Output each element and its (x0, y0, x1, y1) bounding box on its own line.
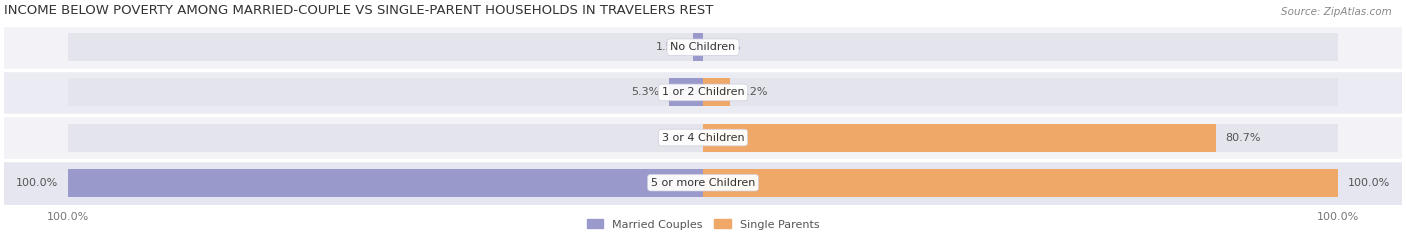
Bar (4, 160, 1402, 205)
Text: 5 or more Children: 5 or more Children (651, 178, 755, 188)
Text: 3 or 4 Children: 3 or 4 Children (662, 133, 744, 143)
Bar (67, 123, 1339, 151)
Bar (693, 33, 703, 61)
Text: INCOME BELOW POVERTY AMONG MARRIED-COUPLE VS SINGLE-PARENT HOUSEHOLDS IN TRAVELE: INCOME BELOW POVERTY AMONG MARRIED-COUPL… (4, 4, 714, 17)
Text: 80.7%: 80.7% (1225, 133, 1261, 143)
Bar (67, 169, 703, 197)
Text: 0.0%: 0.0% (713, 42, 741, 52)
Bar (669, 79, 703, 106)
Text: 4.2%: 4.2% (740, 87, 768, 97)
Text: 1.5%: 1.5% (655, 42, 683, 52)
Bar (4, 115, 1402, 160)
Bar (703, 79, 730, 106)
Bar (703, 169, 1339, 197)
Bar (67, 169, 1339, 197)
Text: 0.0%: 0.0% (665, 133, 693, 143)
Text: 100.0%: 100.0% (1348, 178, 1391, 188)
Legend: Married Couples, Single Parents: Married Couples, Single Parents (586, 219, 820, 230)
Text: 5.3%: 5.3% (631, 87, 659, 97)
Bar (4, 70, 1402, 115)
Text: 1 or 2 Children: 1 or 2 Children (662, 87, 744, 97)
Bar (67, 79, 1339, 106)
Text: 100.0%: 100.0% (15, 178, 58, 188)
Bar (67, 33, 1339, 61)
Bar (703, 123, 1216, 151)
Text: Source: ZipAtlas.com: Source: ZipAtlas.com (1281, 7, 1392, 17)
Bar (4, 25, 1402, 70)
Text: No Children: No Children (671, 42, 735, 52)
